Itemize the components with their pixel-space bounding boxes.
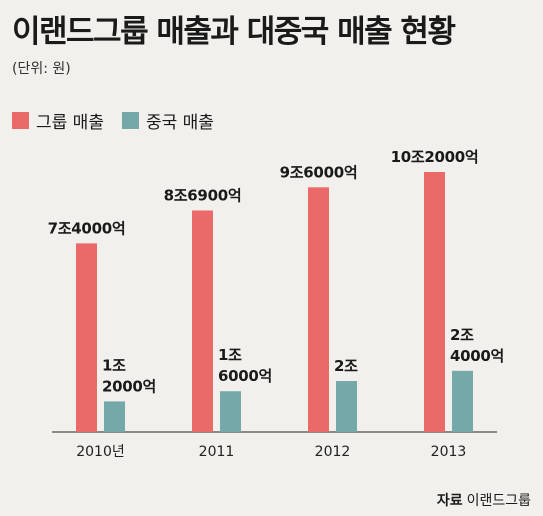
data-label-china-1-1: 6000억 [218,367,272,385]
legend-label-china-sales: 중국 매출 [145,113,214,133]
x-tick-label-2: 2012 [315,444,351,460]
data-label-china-0-1: 2000억 [102,377,156,395]
legend-label-group-sales: 그룹 매출 [36,113,104,133]
data-label-group-1-0: 8조6900억 [164,186,242,204]
bar-china-1 [220,391,241,432]
source-label: 자료 [436,493,463,509]
bar-china-3 [452,370,473,432]
data-label-china-3-1: 4000억 [450,347,504,365]
legend-swatch-china-sales [121,112,139,129]
data-label-group-3-0: 10조2000억 [391,148,479,166]
legend-item-group-sales: 그룹 매출 [12,108,104,133]
legend: 그룹 매출 중국 매출 [12,108,232,133]
data-label-group-0-0: 7조4000억 [48,219,126,237]
source-value: 이랜드그룹 [466,493,531,509]
x-tick-label-3: 2013 [431,444,467,460]
bar-group-3 [424,172,445,432]
bar-group-0 [76,243,97,432]
data-label-china-1-0: 1조 [218,346,242,364]
data-label-china-2-0: 2조 [334,357,358,375]
chart-title: 이랜드그룹 매출과 대중국 매출 현황 [12,14,456,50]
x-tick-label-0: 2010년 [76,444,125,460]
unit-note: (단위: 원) [12,61,71,77]
data-label-china-3-0: 2조 [450,326,474,344]
bar-china-2 [336,381,357,432]
source-note: 자료 이랜드그룹 [437,490,531,510]
legend-swatch-group-sales [12,112,29,129]
legend-item-china-sales: 중국 매출 [121,108,214,133]
bar-group-2 [308,187,329,432]
x-tick-label-1: 2011 [199,444,235,460]
data-label-group-2-0: 9조6000억 [280,163,358,181]
data-label-china-0-0: 1조 [102,356,126,374]
bar-china-0 [104,401,125,432]
bar-group-1 [192,210,213,432]
